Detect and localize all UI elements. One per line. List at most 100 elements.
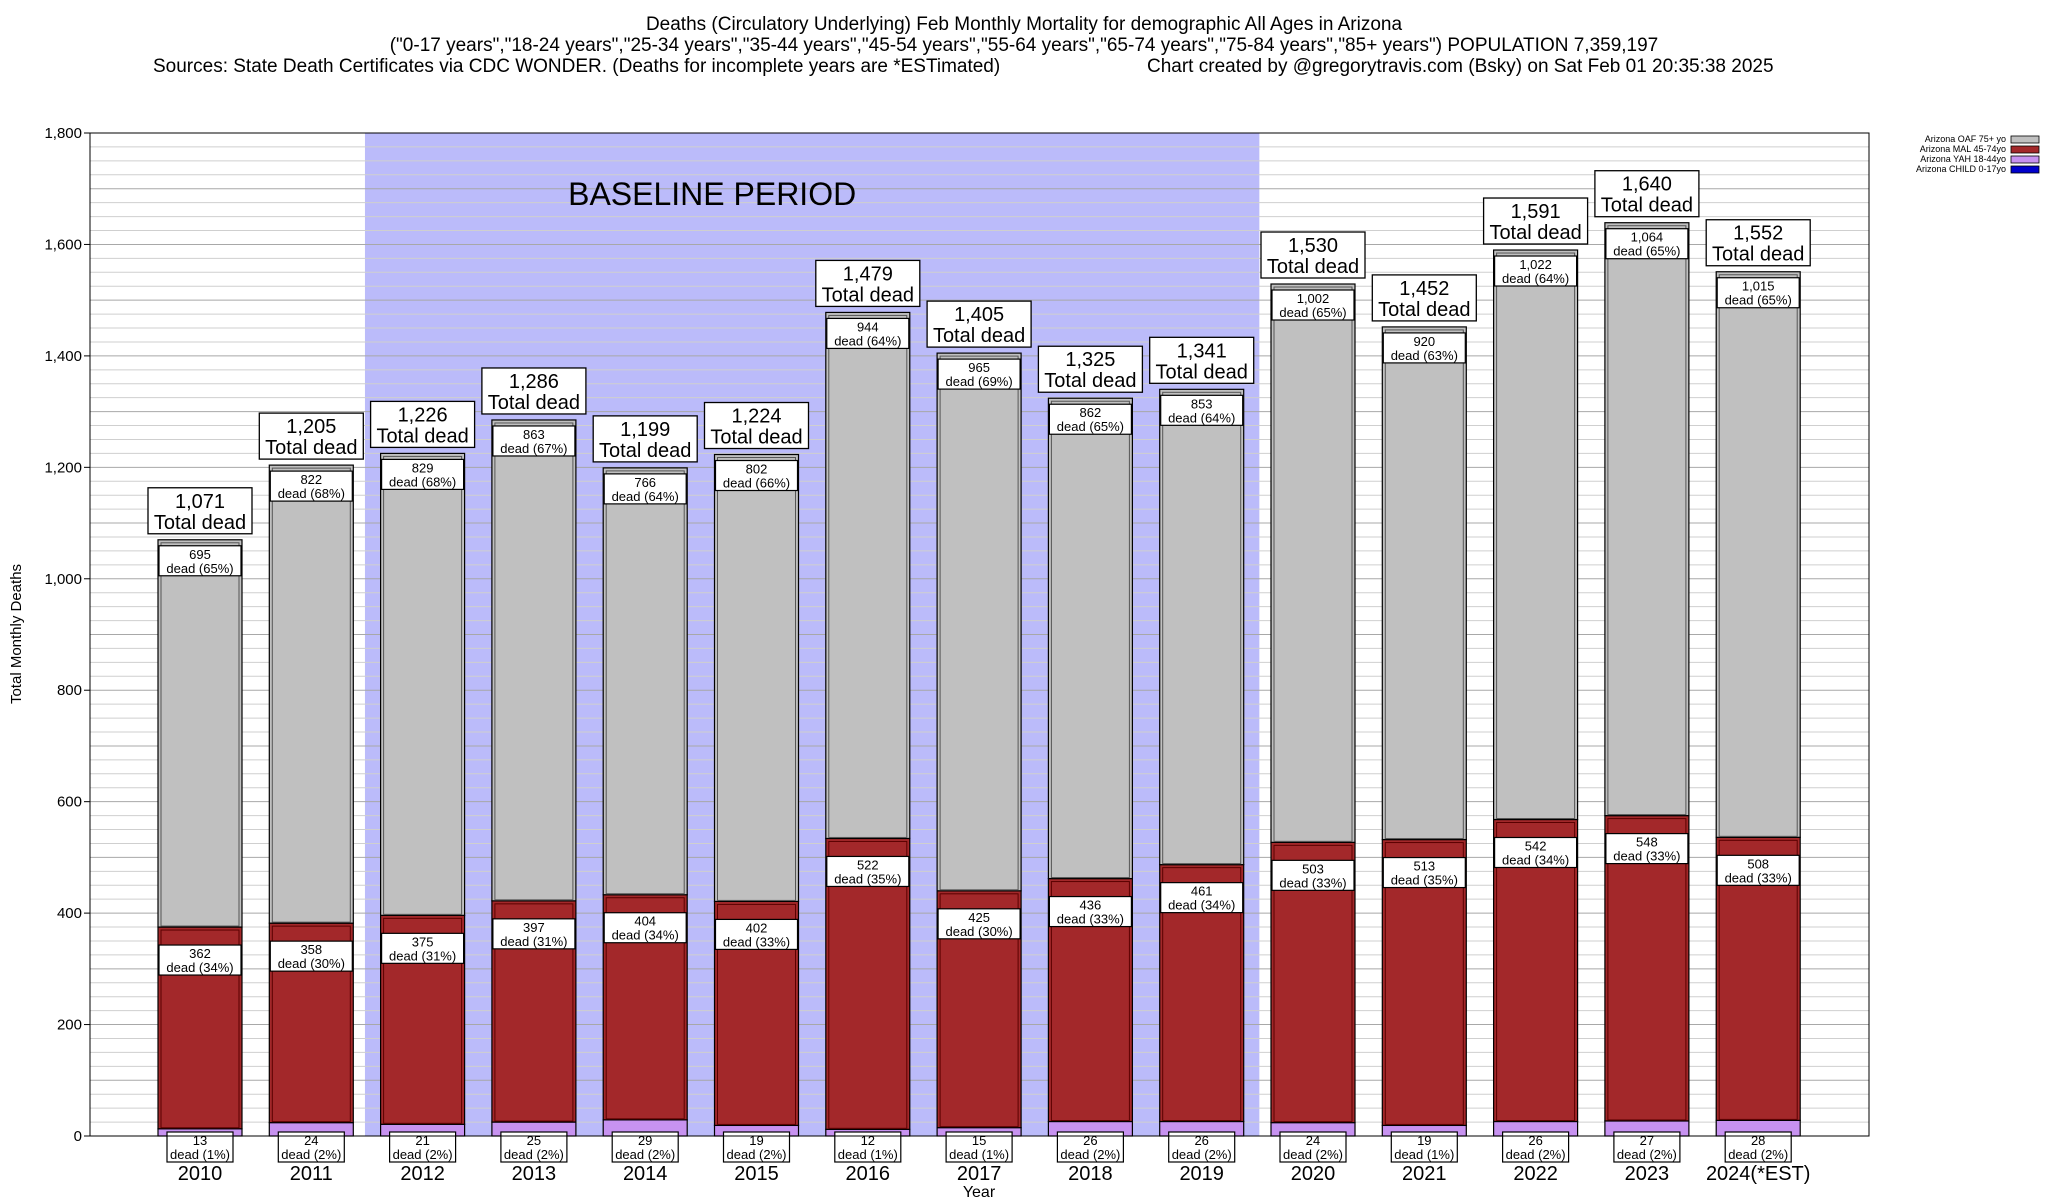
bar-oaf — [1381, 326, 1467, 841]
mal-label-value: 461 — [1191, 884, 1213, 899]
y-tick-label: 200 — [57, 1017, 82, 1034]
total-box — [815, 259, 921, 308]
total-box — [703, 401, 810, 450]
yah-label-box — [277, 1131, 345, 1163]
mal-label-value: 542 — [1525, 838, 1547, 853]
mal-label-value: 362 — [189, 946, 211, 961]
total-label: Total dead — [933, 325, 1025, 347]
y-tick-label: 0 — [74, 1128, 82, 1145]
x-axis-label: Year — [963, 1184, 996, 1200]
yah-label-pct: dead (1%) — [170, 1147, 230, 1162]
total-value: 1,640 — [1622, 174, 1672, 196]
yah-label-value: 12 — [861, 1133, 875, 1148]
bar-mal-inner — [828, 840, 908, 1129]
yah-label-value: 19 — [1417, 1133, 1431, 1148]
y-axis: 0 200 400 600 800 1,000 1,200 1,400 1,600 1,800 — [44, 125, 90, 1145]
oaf-label-pct: dead (68%) — [278, 486, 345, 501]
bar-mal-inner — [717, 903, 796, 1125]
oaf-label-value: 1,002 — [1297, 291, 1330, 306]
x-tick-label: 2021 — [1402, 1163, 1447, 1185]
yah-label-box — [834, 1131, 902, 1163]
oaf-label-pct: dead (64%) — [834, 333, 901, 348]
oaf-label-box — [714, 459, 799, 492]
oaf-label-value: 965 — [968, 360, 990, 375]
y-tick-label: 1,600 — [44, 236, 82, 253]
yah-label-pct: dead (2%) — [615, 1147, 675, 1162]
bar-oaf-inner — [1384, 329, 1464, 840]
bar-oaf — [380, 452, 466, 916]
total-value: 1,591 — [1511, 201, 1561, 223]
oaf-label-value: 802 — [746, 462, 768, 477]
bar-oaf-inner — [717, 457, 796, 901]
mal-label-value: 513 — [1413, 859, 1435, 874]
y-tick-label: 400 — [57, 905, 82, 922]
x-tick-label: 2020 — [1291, 1163, 1336, 1185]
mal-label-box — [1382, 856, 1466, 889]
oaf-label-pct: dead (65%) — [1279, 305, 1346, 320]
mal-label-box — [1716, 854, 1800, 886]
yah-label-box — [1390, 1131, 1458, 1163]
x-tick-label: 2022 — [1513, 1163, 1558, 1185]
baseline-label: BASELINE PERIOD — [568, 176, 856, 212]
total-value: 1,530 — [1288, 235, 1338, 257]
mal-label-value: 436 — [1080, 898, 1102, 913]
oaf-label-box — [381, 458, 465, 491]
bar-mal — [1492, 818, 1579, 1123]
yah-label-pct: dead (2%) — [1506, 1147, 1566, 1162]
yah-label-box — [611, 1131, 679, 1163]
yah-label-box — [1501, 1131, 1570, 1163]
y-tick-label: 600 — [57, 794, 82, 811]
mal-label-box — [158, 944, 242, 976]
total-label: Total dead — [1044, 370, 1136, 392]
oaf-label-box — [1160, 394, 1244, 426]
oaf-label-value: 1,022 — [1519, 257, 1552, 272]
yah-label-value: 27 — [1640, 1133, 1654, 1148]
mal-label-value: 358 — [300, 942, 322, 957]
oaf-label-pct: dead (64%) — [1168, 410, 1235, 425]
x-tick-label: 2013 — [512, 1163, 557, 1185]
mal-label-pct: dead (34%) — [612, 928, 679, 943]
total-label: Total dead — [822, 284, 914, 306]
mal-label-box — [381, 932, 465, 964]
total-value: 1,071 — [175, 491, 225, 513]
y-tick-label: 1,000 — [44, 571, 82, 588]
total-value: 1,452 — [1399, 278, 1449, 300]
legend-swatch — [2010, 145, 2040, 154]
bar-mal-inner — [1496, 821, 1576, 1122]
total-box — [1594, 170, 1700, 218]
oaf-label-pct: dead (64%) — [612, 489, 679, 504]
total-value: 1,405 — [954, 304, 1004, 326]
mal-label-box — [714, 918, 799, 951]
mal-label-box — [269, 940, 353, 972]
oaf-label-value: 920 — [1413, 334, 1435, 349]
bar-mal-inner — [383, 917, 463, 1124]
yah-label-value: 26 — [1528, 1133, 1542, 1148]
yah-label-pct: dead (2%) — [727, 1147, 787, 1162]
mal-label-pct: dead (30%) — [278, 956, 345, 971]
legend-swatch — [2010, 135, 2040, 144]
total-box — [1482, 197, 1589, 245]
total-label: Total dead — [1601, 195, 1693, 217]
yah-label-pct: dead (2%) — [1172, 1147, 1232, 1162]
yah-label-box — [1056, 1131, 1125, 1163]
mal-label-pct: dead (33%) — [723, 934, 790, 949]
yah-label-pct: dead (2%) — [393, 1147, 453, 1162]
bar-oaf — [268, 464, 354, 924]
mal-label-box — [1271, 859, 1355, 891]
total-value: 1,199 — [620, 419, 670, 441]
yah-label-pct: dead (1%) — [949, 1147, 1009, 1162]
oaf-label-box — [1605, 228, 1689, 260]
mal-label-value: 404 — [634, 914, 656, 929]
bar-oaf — [1492, 249, 1579, 821]
yah-label-box — [1724, 1131, 1792, 1163]
mal-label-pct: dead (33%) — [1613, 849, 1680, 864]
oaf-label-value: 829 — [412, 460, 434, 475]
legend-entry-label: Arizona MAL 45-74yo — [1920, 144, 2006, 154]
y-tick-label: 1,400 — [44, 348, 82, 365]
